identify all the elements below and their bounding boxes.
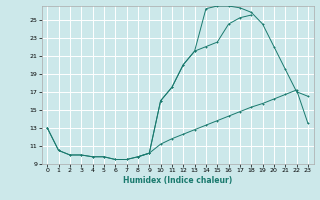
X-axis label: Humidex (Indice chaleur): Humidex (Indice chaleur) [123,176,232,185]
